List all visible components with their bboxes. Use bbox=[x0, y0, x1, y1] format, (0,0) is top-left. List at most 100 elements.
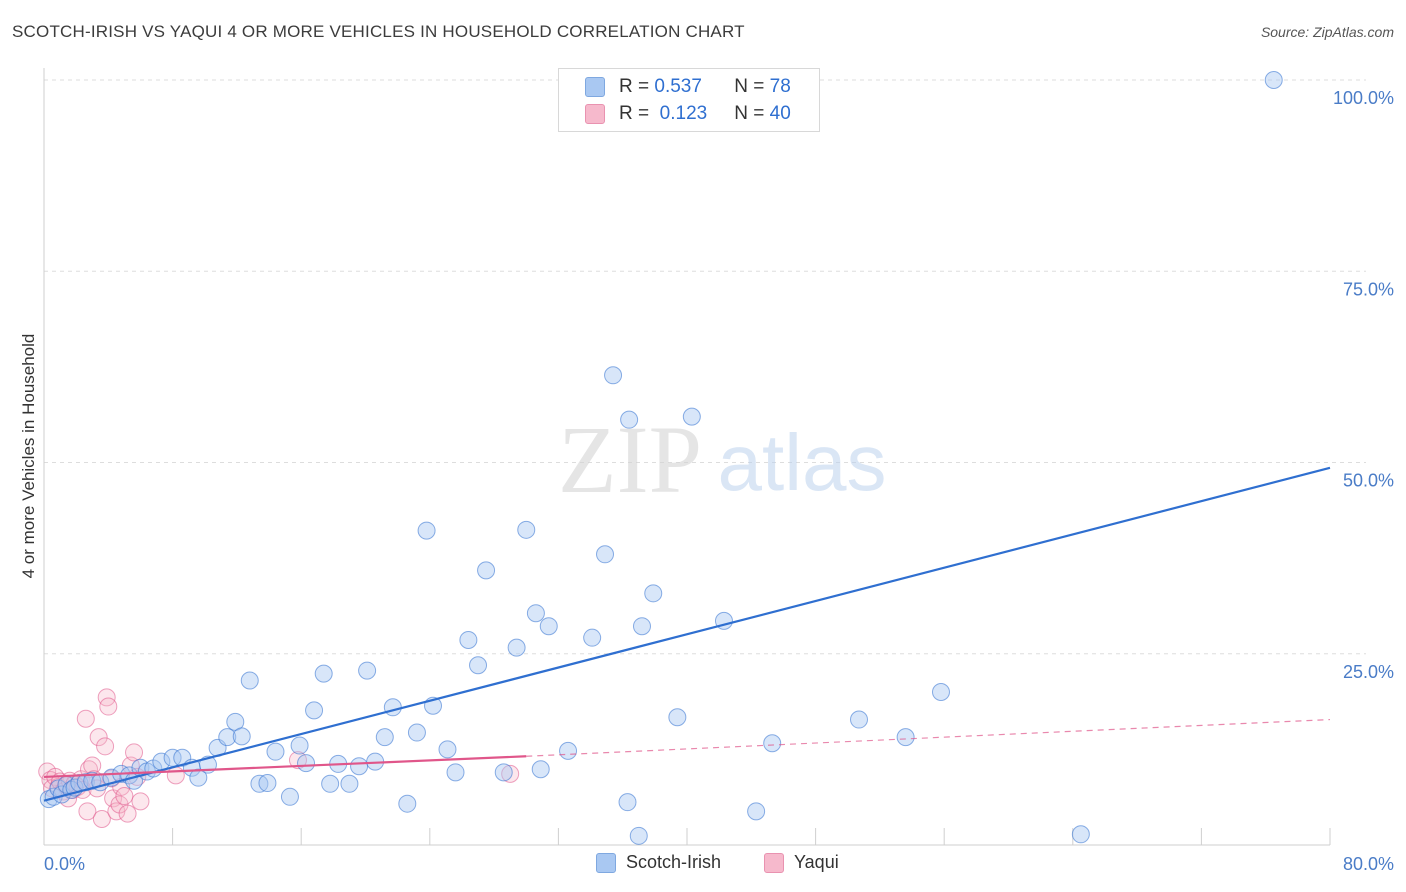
data-point-scotch-irish bbox=[383, 698, 402, 717]
data-point-scotch-irish bbox=[668, 708, 687, 727]
data-point-scotch-irish bbox=[896, 728, 915, 747]
bottom-legend-swatch-yaqui bbox=[764, 852, 784, 873]
data-point-scotch-irish bbox=[632, 617, 651, 636]
legend-swatch-yaqui bbox=[585, 104, 605, 124]
data-point-scotch-irish bbox=[173, 748, 192, 767]
bottom-legend-swatch-scotch-irish bbox=[596, 852, 616, 873]
data-point-yaqui bbox=[131, 792, 150, 811]
trend-line-yaqui-extension bbox=[526, 718, 1331, 757]
legend-swatch-scotch-irish bbox=[585, 77, 605, 97]
data-point-scotch-irish bbox=[604, 366, 623, 385]
bottom-legend-label-yaqui: Yaqui bbox=[794, 852, 839, 872]
data-point-scotch-irish bbox=[321, 774, 340, 793]
data-point-scotch-irish bbox=[438, 740, 457, 759]
data-point-yaqui bbox=[115, 787, 134, 806]
legend-r-label: R = bbox=[619, 76, 650, 97]
legend-n-value: 40 bbox=[769, 103, 791, 124]
data-point-scotch-irish bbox=[305, 701, 324, 720]
data-point-scotch-irish bbox=[747, 802, 766, 821]
tick-labels: 25.0% 50.0% 75.0% 100.0% 0.0% 80.0% bbox=[44, 88, 1394, 874]
data-point-scotch-irish bbox=[682, 407, 701, 426]
bottom-legend-scotch-irish: Scotch-Irish bbox=[596, 852, 721, 873]
y-axis-label: 4 or more Vehicles in Household bbox=[19, 334, 38, 579]
y-tick-label: 100.0% bbox=[1333, 88, 1394, 108]
data-point-scotch-irish bbox=[596, 545, 615, 564]
data-point-scotch-irish bbox=[620, 410, 639, 429]
data-point-scotch-irish bbox=[1071, 825, 1090, 844]
data-point-scotch-irish bbox=[477, 561, 496, 580]
data-point-scotch-irish bbox=[531, 760, 550, 779]
chart-title: SCOTCH-IRISH VS YAQUI 4 OR MORE VEHICLES… bbox=[12, 22, 745, 41]
data-point-yaqui bbox=[125, 743, 144, 762]
data-point-scotch-irish bbox=[297, 754, 316, 773]
data-point-scotch-irish bbox=[559, 741, 578, 760]
legend-r-value: 0.123 bbox=[659, 103, 708, 124]
trend-lines bbox=[43, 466, 1331, 802]
data-point-scotch-irish bbox=[583, 628, 602, 647]
data-point-scotch-irish bbox=[469, 656, 488, 675]
data-point-scotch-irish bbox=[398, 794, 417, 813]
data-point-yaqui bbox=[96, 737, 115, 756]
data-point-yaqui bbox=[166, 766, 185, 785]
data-point-scotch-irish bbox=[350, 757, 369, 776]
legend-r-label: R = bbox=[619, 103, 650, 124]
data-point-scotch-irish bbox=[459, 630, 478, 649]
data-point-scotch-irish bbox=[539, 617, 558, 636]
data-point-scotch-irish bbox=[446, 763, 465, 782]
data-point-yaqui bbox=[92, 809, 111, 828]
data-point-yaqui bbox=[76, 709, 95, 728]
legend-n-value: 78 bbox=[769, 76, 791, 97]
watermark-atlas: atlas bbox=[718, 418, 887, 507]
trend-line-yaqui bbox=[43, 755, 527, 779]
legend: R = 0.537 N = 78 R = 0.123 N = 40 bbox=[558, 68, 820, 132]
data-point-yaqui bbox=[501, 764, 520, 783]
data-point-scotch-irish bbox=[526, 604, 545, 623]
data-point-scotch-irish bbox=[618, 793, 637, 812]
watermark-zip: ZIP bbox=[558, 406, 702, 513]
data-point-scotch-irish bbox=[375, 728, 394, 747]
data-point-yaqui bbox=[89, 728, 108, 747]
data-point-scotch-irish bbox=[417, 521, 436, 540]
legend-row-yaqui: R = 0.123 N = 40 bbox=[585, 101, 791, 127]
data-point-scotch-irish bbox=[494, 763, 513, 782]
data-point-yaqui bbox=[118, 804, 137, 823]
data-point-scotch-irish bbox=[507, 638, 526, 657]
x-tick-label: 80.0% bbox=[1343, 854, 1394, 874]
data-point-scotch-irish bbox=[340, 774, 359, 793]
data-point-scotch-irish bbox=[218, 728, 237, 747]
y-tick-label: 50.0% bbox=[1343, 471, 1394, 491]
data-point-scotch-irish bbox=[266, 742, 285, 761]
data-point-scotch-irish bbox=[290, 736, 309, 755]
data-point-scotch-irish bbox=[280, 787, 299, 806]
data-point-scotch-irish bbox=[240, 671, 259, 690]
chart-source: Source: ZipAtlas.com bbox=[1260, 24, 1394, 40]
data-point-scotch-irish bbox=[644, 584, 663, 603]
data-point-scotch-irish bbox=[189, 768, 208, 787]
data-point-scotch-irish bbox=[763, 734, 782, 753]
data-point-scotch-irish bbox=[358, 661, 377, 680]
data-point-scotch-irish bbox=[931, 683, 950, 701]
legend-r-value: 0.537 bbox=[654, 76, 702, 97]
data-point-yaqui bbox=[78, 802, 97, 821]
data-point-scotch-irish bbox=[258, 774, 277, 793]
data-point-yaqui bbox=[97, 688, 116, 707]
bottom-legend-label-scotch-irish: Scotch-Irish bbox=[626, 852, 722, 872]
data-point-scotch-irish bbox=[629, 826, 648, 845]
data-point-scotch-irish bbox=[517, 520, 536, 539]
legend-n-label: N = bbox=[734, 76, 765, 97]
trend-line-scotch-irish bbox=[43, 466, 1331, 802]
y-tick-label: 75.0% bbox=[1343, 279, 1394, 299]
data-point-scotch-irish bbox=[232, 727, 251, 746]
legend-row-scotch-irish: R = 0.537 N = 78 bbox=[585, 74, 791, 100]
x-tick-label: 0.0% bbox=[44, 854, 85, 874]
data-point-scotch-irish bbox=[1264, 71, 1283, 89]
data-point-scotch-irish bbox=[314, 664, 333, 683]
data-point-yaqui bbox=[99, 697, 118, 716]
data-point-scotch-irish bbox=[850, 710, 869, 729]
grid-lines bbox=[44, 79, 1366, 655]
watermark: ZIP atlas bbox=[558, 406, 886, 513]
legend-n-label: N = bbox=[734, 103, 765, 124]
data-point-scotch-irish bbox=[407, 723, 426, 742]
y-tick-label: 25.0% bbox=[1343, 662, 1394, 682]
